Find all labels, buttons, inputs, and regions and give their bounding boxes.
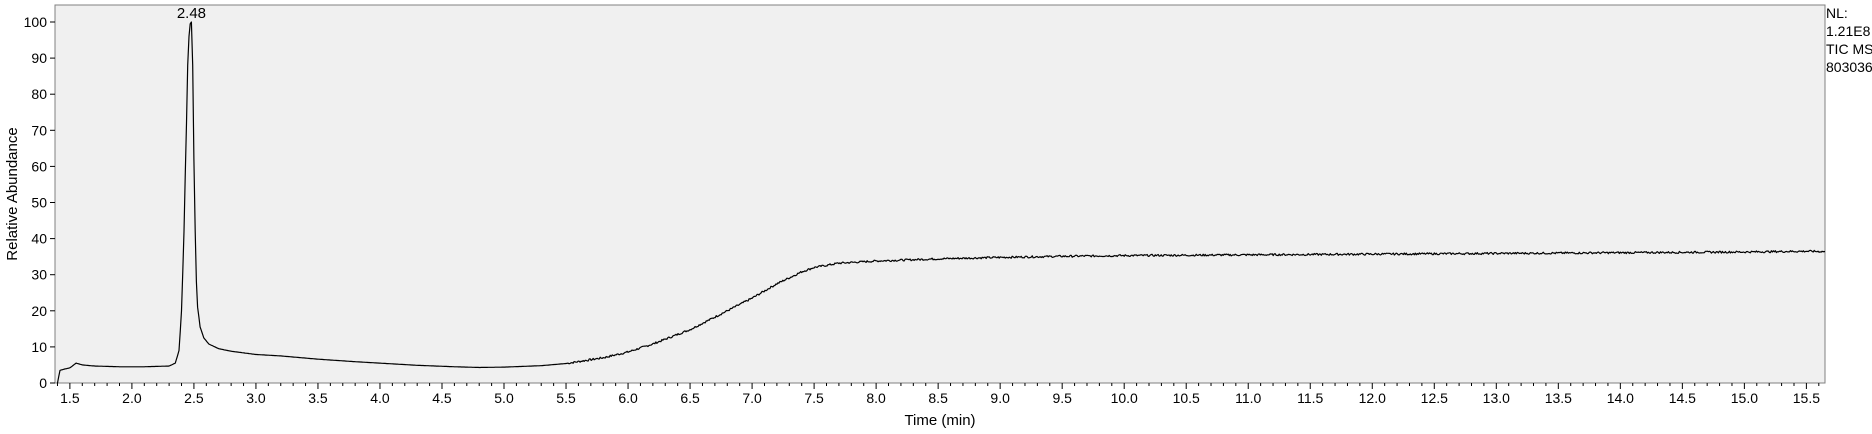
y-tick-label: 50 xyxy=(31,195,47,211)
x-tick-label: 14.5 xyxy=(1669,390,1696,406)
x-tick-label: 8.5 xyxy=(928,390,948,406)
y-tick-label: 90 xyxy=(31,50,47,66)
nl-value: 1.21E8 xyxy=(1826,23,1871,39)
x-tick-label: 5.0 xyxy=(494,390,514,406)
x-tick-label: 13.5 xyxy=(1545,390,1572,406)
x-tick-label: 14.0 xyxy=(1607,390,1634,406)
x-tick-label: 7.0 xyxy=(742,390,762,406)
x-tick-label: 15.0 xyxy=(1731,390,1758,406)
x-tick-label: 9.5 xyxy=(1052,390,1072,406)
y-tick-label: 10 xyxy=(31,339,47,355)
scan-filter: TIC MS xyxy=(1826,41,1872,57)
nl-label: NL: xyxy=(1826,5,1848,21)
y-tick-label: 70 xyxy=(31,122,47,138)
x-tick-label: 6.5 xyxy=(680,390,700,406)
peak-label: 2.48 xyxy=(177,5,206,22)
x-tick-label: 6.0 xyxy=(618,390,638,406)
x-tick-label: 11.5 xyxy=(1297,390,1323,406)
x-tick-label: 5.5 xyxy=(556,390,576,406)
x-tick-label: 9.0 xyxy=(990,390,1010,406)
y-axis: 0 10 20 30 40 50 60 70 80 90 100 xyxy=(24,14,55,391)
x-axis: 1.5 2.0 2.5 3.0 3.5 4.0 4.5 5.0 5.5 6.0 6.5 7.0 7.5 8… xyxy=(56,383,1820,406)
x-tick-label: 2.5 xyxy=(184,390,204,406)
x-tick-label: 2.0 xyxy=(122,390,142,406)
x-tick-label: 11.0 xyxy=(1235,390,1261,406)
x-tick-label: 10.5 xyxy=(1173,390,1200,406)
x-tick-label: 7.5 xyxy=(804,390,824,406)
y-tick-label: 80 xyxy=(31,86,47,102)
x-tick-label: 1.5 xyxy=(60,390,80,406)
x-tick-label: 10.0 xyxy=(1111,390,1138,406)
y-tick-label: 20 xyxy=(31,303,47,319)
info-panel: NL: 1.21E8 TIC MS 803036 xyxy=(1826,4,1872,76)
y-axis-title: Relative Abundance xyxy=(4,127,21,260)
x-tick-label: 3.0 xyxy=(246,390,266,406)
plot-area xyxy=(54,4,1826,384)
y-tick-label: 40 xyxy=(31,231,47,247)
file-id: 803036 xyxy=(1826,59,1872,75)
y-tick-label: 100 xyxy=(24,14,48,30)
x-tick-label: 12.5 xyxy=(1421,390,1448,406)
x-tick-label: 13.0 xyxy=(1483,390,1510,406)
x-tick-label: 4.5 xyxy=(432,390,452,406)
y-tick-label: 60 xyxy=(31,158,47,174)
x-tick-label: 8.0 xyxy=(866,390,886,406)
y-tick-label: 30 xyxy=(31,267,47,283)
x-tick-label: 4.0 xyxy=(370,390,390,406)
x-tick-label: 12.0 xyxy=(1359,390,1386,406)
y-tick-label: 0 xyxy=(39,375,47,391)
x-axis-title: Time (min) xyxy=(904,412,975,429)
series-line-tic xyxy=(56,21,1826,384)
x-tick-label: 15.5 xyxy=(1793,390,1820,406)
x-tick-label: 3.5 xyxy=(308,390,328,406)
